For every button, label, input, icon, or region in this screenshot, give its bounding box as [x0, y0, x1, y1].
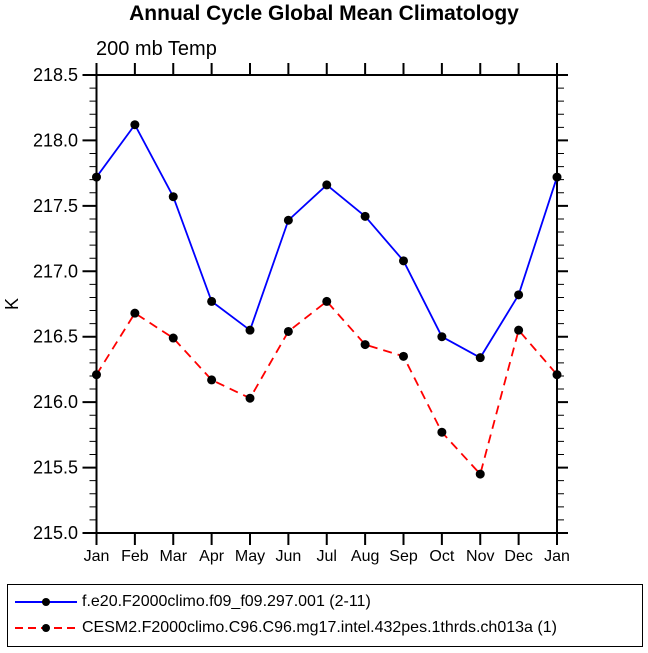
legend-item-0: f.e20.F2000climo.f09_f09.297.001 (2-11): [13, 589, 371, 615]
x-tick-label: May: [235, 548, 265, 565]
chart-title: Annual Cycle Global Mean Climatology: [129, 2, 519, 25]
x-tick-label: Dec: [504, 548, 532, 565]
series-1-marker-4-May: [245, 393, 255, 403]
x-tick-label: Feb: [121, 548, 149, 565]
legend-sample-marker-0: [42, 598, 50, 606]
series-0-marker-10-Nov: [475, 353, 485, 363]
axis-major-ticks: [82, 63, 568, 545]
y-tick-label: 215.0: [33, 523, 78, 543]
legend-line-sample-series-0: [15, 598, 77, 606]
series-1-marker-10-Nov: [475, 469, 485, 479]
series-0-marker-0-Jan: [92, 172, 101, 182]
series-0-marker-3-Apr: [207, 296, 217, 306]
legend-item-1: CESM2.F2000climo.C96.C96.mg17.intel.432p…: [13, 615, 557, 641]
series-0-marker-7-Aug: [360, 211, 370, 221]
series-1-marker-5-Jun: [283, 326, 293, 336]
series-1-marker-9-Oct: [437, 427, 447, 437]
x-tick-label: Oct: [429, 548, 454, 565]
x-tick-label: Aug: [351, 548, 379, 565]
y-tick-label: 217.5: [33, 196, 78, 216]
y-tick-label: 216.5: [33, 327, 78, 347]
series-1-marker-1-Feb: [130, 308, 140, 318]
y-tick-label: 218.5: [33, 65, 78, 85]
plot-frame: [95, 74, 558, 534]
legend: f.e20.F2000climo.f09_f09.297.001 (2-11) …: [7, 584, 643, 647]
series-0-marker-11-Dec: [514, 290, 524, 300]
x-tick-label: Apr: [199, 548, 225, 565]
series-0-marker-6-Jul: [322, 180, 332, 190]
x-tick-label: Jul: [317, 548, 337, 565]
x-tick-label: Mar: [159, 548, 187, 565]
y-tick-label: 215.5: [33, 458, 78, 478]
x-tick-label: Jan: [84, 548, 110, 565]
series-1-marker-7-Aug: [360, 340, 370, 350]
series-0-line: [95, 123, 558, 359]
series-1-marker-2-Mar: [168, 333, 178, 343]
x-tick-label: Nov: [466, 548, 494, 565]
legend-label-series-0: f.e20.F2000climo.f09_f09.297.001 (2-11): [82, 593, 371, 610]
x-tick-label: Jan: [544, 548, 570, 565]
series-1-marker-11-Dec: [514, 325, 524, 335]
y-tick-label: 216.0: [33, 392, 78, 412]
x-tick-label: Sep: [389, 548, 418, 565]
series-0-marker-8-Sep: [399, 256, 408, 266]
series-0-marker-9-Oct: [437, 332, 447, 342]
series-1-marker-12-Jan: [552, 370, 562, 380]
x-tick-label: Jun: [275, 548, 301, 565]
y-tick-label: 218.0: [33, 130, 78, 150]
series-1-marker-6-Jul: [322, 296, 332, 306]
series-1-marker-8-Sep: [399, 351, 408, 361]
series-0-marker-4-May: [245, 325, 255, 335]
series-1-marker-3-Apr: [207, 375, 217, 385]
series-0-marker-1-Feb: [130, 120, 140, 130]
series-1-marker-0-Jan: [92, 370, 101, 380]
series-1-line: [95, 300, 558, 476]
legend-line-sample-series-1: [15, 624, 77, 632]
series-0-marker-2-Mar: [168, 192, 178, 202]
legend-sample-marker-1: [42, 624, 50, 632]
series-0-marker-12-Jan: [552, 172, 562, 182]
chart-subtitle: 200 mb Temp: [96, 38, 217, 60]
series-0-marker-5-Jun: [283, 215, 293, 225]
legend-label-series-1: CESM2.F2000climo.C96.C96.mg17.intel.432p…: [82, 619, 557, 636]
y-tick-label: 217.0: [33, 261, 78, 281]
